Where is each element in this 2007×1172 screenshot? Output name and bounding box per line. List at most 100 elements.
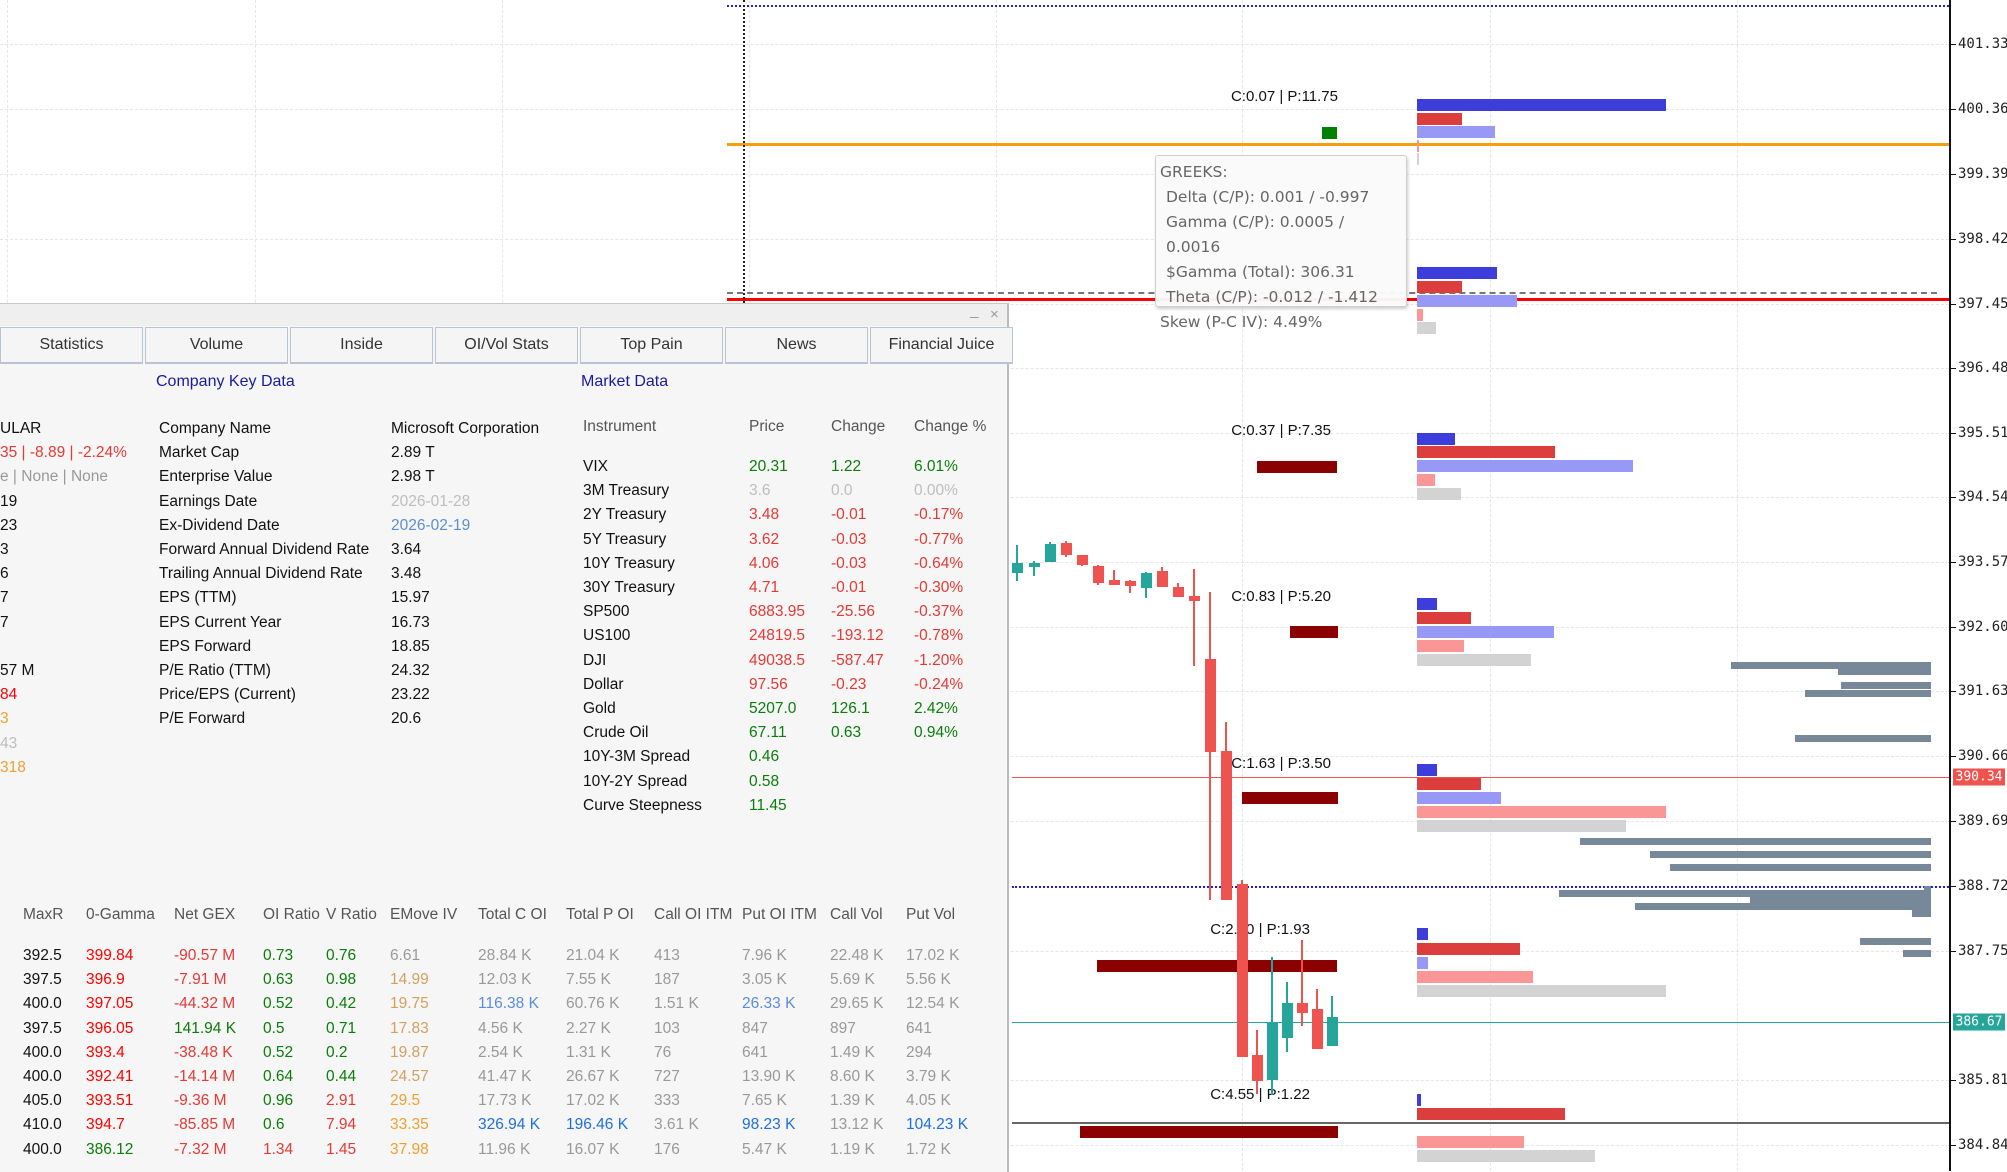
gex-cell: 413 [654,947,680,964]
volume-profile-bar [1731,662,1931,669]
orange-level-line [727,143,1949,146]
gex-cell: 7.94 [326,1116,357,1134]
market-change-pct: -0.64% [914,554,964,572]
tab-financial-juice[interactable]: Financial Juice [870,327,1013,364]
gex-header: 0-Gamma [86,906,155,923]
price-tick: 385.81 [1951,1072,2007,1088]
tab-volume[interactable]: Volume [145,327,288,364]
left-partial-value: 3 [0,541,9,558]
oi-vol-bar [1417,433,1455,445]
oi-vol-bar [1417,153,1419,165]
market-instrument: SP500 [583,603,630,621]
gex-cell: 2.54 K [478,1043,523,1061]
market-data-header: Price [749,418,785,435]
strike-label: C:1.63 | P:3.50 [1231,755,1331,772]
price-tick: 401.33 [1951,36,2007,52]
company-key-label: P/E Forward [159,710,246,728]
market-change: -0.01 [831,506,867,524]
gex-cell: 60.76 K [566,995,620,1013]
gex-cell: 24.57 [390,1068,429,1085]
company-key-label: EPS (TTM) [159,589,237,607]
market-change-pct: -0.77% [914,530,964,548]
volume-profile-bar [1838,668,1931,675]
gex-cell: 400.0 [23,1068,62,1085]
table-row[interactable]: 400.0 386.12 -7.32 M 1.34 1.45 37.98 11.96 K 16… [0,1138,1000,1162]
gex-cell: 0.73 [263,947,294,964]
market-change: -0.03 [831,554,867,572]
gex-cell: 641 [742,1043,768,1061]
dotted-blue-line [727,5,1949,7]
gex-cell: -85.85 M [174,1116,236,1134]
market-instrument: 2Y Treasury [583,506,667,524]
oi-vol-bar [1417,140,1419,152]
market-price: 4.06 [749,554,780,572]
volume-profile-bar [1580,838,1931,845]
left-partial-value: 57 M [0,662,35,679]
close-icon[interactable]: × [990,306,999,323]
market-price: 67.11 [749,724,787,742]
tab-top-pain[interactable]: Top Pain [580,327,723,364]
market-change: -0.23 [831,675,867,693]
table-row[interactable]: 397.5 396.05 141.94 K 0.5 0.71 17.83 4.56 K 2.2… [0,1017,1000,1041]
gex-cell: 400.0 [23,1140,62,1158]
price-tick: 388.72 [1951,878,2007,894]
gex-cell: 187 [654,971,680,989]
price-tick: 395.51 [1951,425,2007,441]
table-row[interactable]: 392.5 399.84 -90.57 M 0.73 0.76 6.61 28.84 K 21… [0,944,1000,968]
gex-cell: 393.51 [86,1092,134,1110]
strike-label: C:0.83 | P:5.20 [1231,588,1331,605]
gex-cell: 29.5 [390,1092,421,1110]
gex-cell: 294 [906,1043,932,1061]
oi-vol-bar [1417,309,1423,321]
company-key-label: Price/EPS (Current) [159,686,296,704]
gex-cell: 8.60 K [830,1068,875,1085]
tab-oi-vol-stats[interactable]: OI/Vol Stats [435,327,578,364]
gex-cell: 405.0 [23,1092,62,1110]
greeks-delta: Delta (C/P): 0.001 / -0.997 [1166,188,1370,206]
candle [1157,571,1168,587]
price-tick: 397.45 [1951,296,2007,312]
candle-wick [1113,570,1115,585]
table-row[interactable]: 400.0 392.41 -14.14 M 0.64 0.44 24.57 41.47 K 2… [0,1065,1000,1089]
gex-header: Total P OI [566,906,634,923]
gex-cell: 396.9 [86,971,125,989]
gex-cell: 37.98 [390,1140,429,1158]
left-partial-value: 84 [0,686,18,704]
oi-vol-bar [1417,322,1436,334]
table-row[interactable]: 397.5 396.9 -7.91 M 0.63 0.98 14.99 12.03 K 7.5… [0,968,1000,992]
gex-cell: 0.5 [263,1019,285,1037]
gex-cell: 3.79 K [906,1068,951,1085]
grid-line-h [0,239,1949,240]
tab-news[interactable]: News [725,327,868,364]
gex-cell: 397.5 [23,971,62,989]
panel-title-bar[interactable]: _ × [0,302,1007,326]
company-key-label: Company Name [159,420,271,437]
market-change: -193.12 [831,627,884,645]
tab-statistics[interactable]: Statistics [0,327,143,364]
gex-cell: 2.27 K [566,1019,611,1037]
table-row[interactable]: 400.0 393.4 -38.48 K 0.52 0.2 19.87 2.54 K 1.31… [0,1041,1000,1065]
market-change-pct: 2.42% [914,700,958,717]
gex-header: OI Ratio [263,906,320,923]
gex-cell: 116.38 K [478,995,539,1013]
left-partial-value: 7 [0,613,9,631]
market-instrument: 10Y-3M Spread [583,748,691,766]
gex-cell: 19.75 [390,995,429,1013]
strike-label: C:2.90 | P:1.93 [1210,921,1310,938]
gex-cell: -38.48 K [174,1043,233,1061]
market-data-title: Market Data [581,373,669,390]
gex-header: Call Vol [830,906,883,923]
table-row[interactable]: 400.0 397.05 -44.32 M 0.52 0.42 19.75 116.38 K… [0,992,1000,1016]
table-row[interactable]: 405.0 393.51 -9.36 M 0.96 2.91 29.5 17.73 K 17.… [0,1089,1000,1113]
price-axis[interactable]: 401.33 400.36 399.39 398.42 397.45 396.48 395.… [1949,0,2007,1171]
tab-inside[interactable]: Inside [290,327,433,364]
market-change: 0.63 [831,724,862,742]
market-change: 1.22 [831,458,862,475]
table-row[interactable]: 410.0 394.7 -85.85 M 0.6 7.94 33.35 326.94 K 19… [0,1113,1000,1137]
oi-vol-bar [1417,778,1481,790]
gex-cell: 410.0 [23,1116,62,1134]
company-key-label: EPS Current Year [159,613,282,631]
market-price: 49038.5 [749,651,806,669]
minimize-icon[interactable]: _ [970,302,979,319]
greeks-skew: Skew (P-C IV): 4.49% [1160,313,1323,331]
